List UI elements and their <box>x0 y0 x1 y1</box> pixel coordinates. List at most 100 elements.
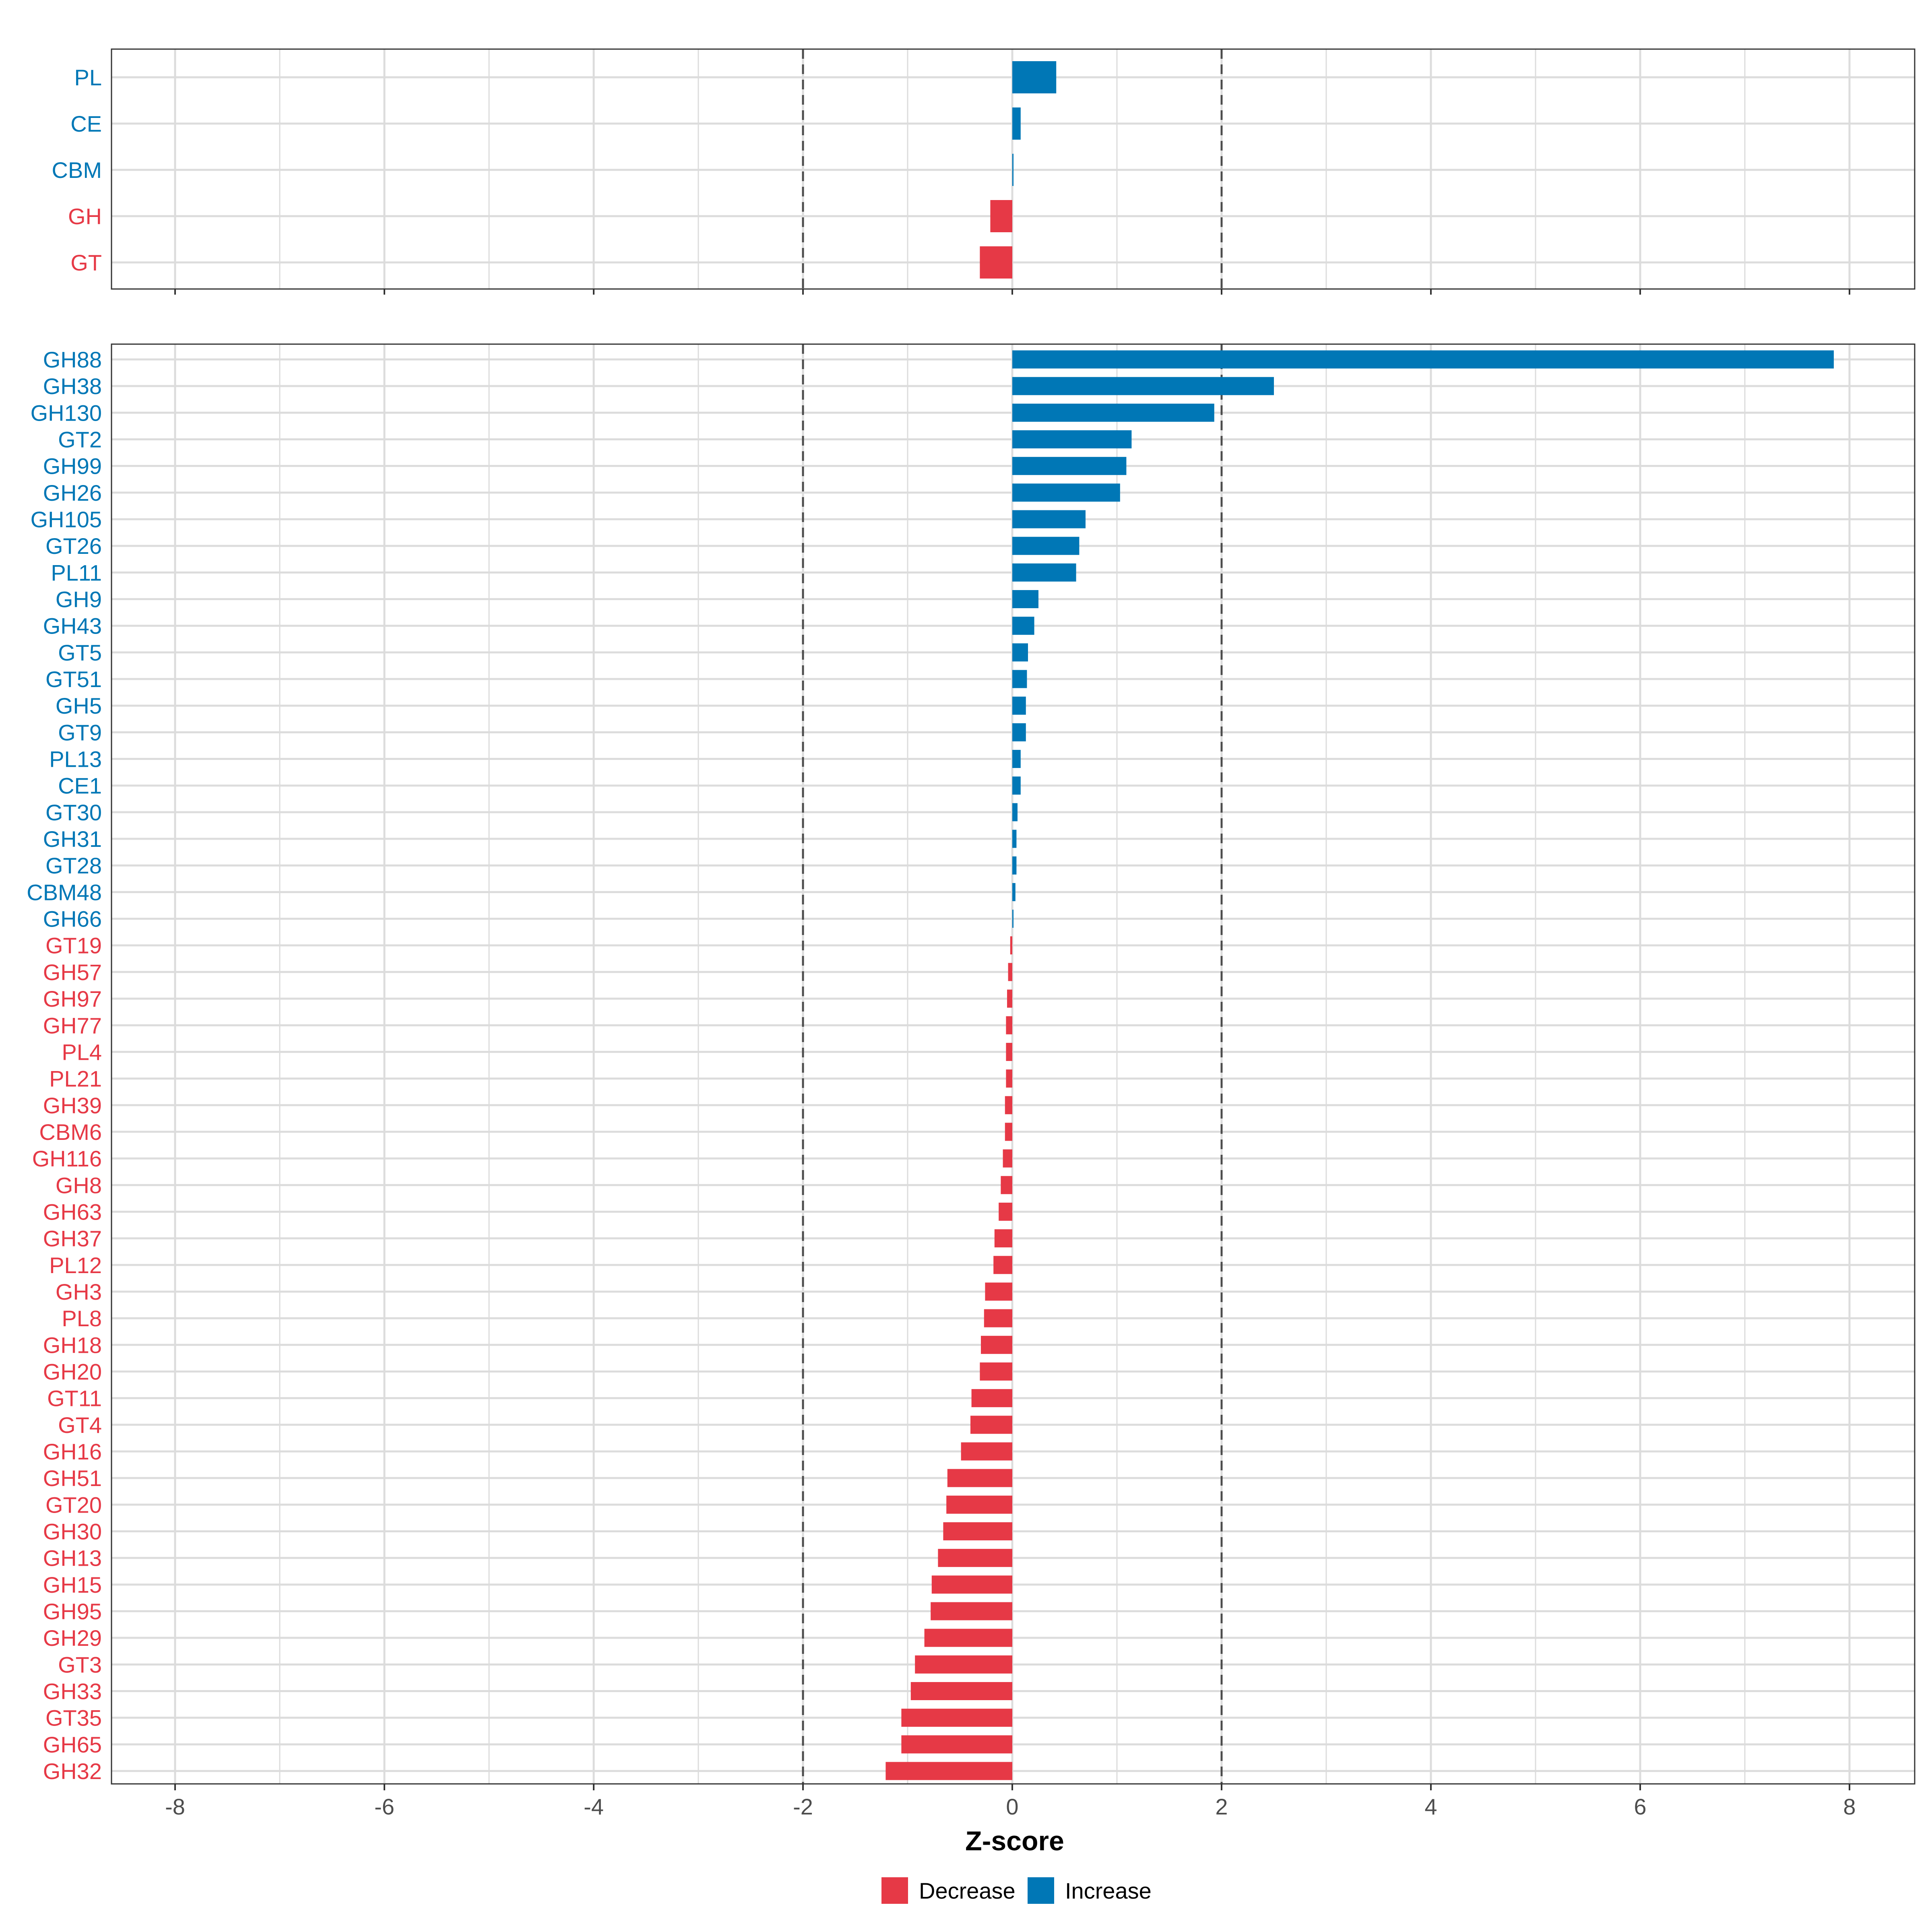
bar-gt <box>980 246 1012 279</box>
bar-gh43 <box>1012 617 1034 635</box>
bar-ce1 <box>1012 776 1021 795</box>
bar-gh99 <box>1012 457 1127 475</box>
bar-pl12 <box>993 1256 1012 1274</box>
bar-gh29 <box>924 1629 1012 1647</box>
category-label: PL <box>74 65 102 90</box>
x-tick-label: 8 <box>1843 1794 1856 1819</box>
bar-gh77 <box>1006 1016 1012 1034</box>
legend-label-decrease: Decrease <box>919 1878 1016 1903</box>
x-axis: -8 -6 -4 -2 0 2 4 6 8 <box>165 289 1856 1819</box>
bar-pl11 <box>1012 563 1076 582</box>
bar-pl13 <box>1012 750 1021 768</box>
bar-gh88 <box>1012 350 1834 369</box>
bar-gt26 <box>1012 537 1080 555</box>
bar-pl <box>1012 61 1057 93</box>
category-label: CBM <box>52 157 102 183</box>
category-label: GH18 <box>43 1332 102 1358</box>
bar-gt35 <box>901 1709 1012 1727</box>
category-label: PL11 <box>51 560 102 585</box>
category-label: GH38 <box>43 374 102 399</box>
bar-pl4 <box>1006 1042 1012 1061</box>
summary-panel: PL CE CBM GH GT <box>52 48 1915 290</box>
x-tick-label: -2 <box>793 1794 813 1819</box>
category-label: GH130 <box>31 400 102 425</box>
bar-gh51 <box>947 1469 1012 1487</box>
category-label: GH32 <box>43 1759 102 1784</box>
bar-gh66 <box>1012 910 1013 928</box>
bar-cbm <box>1012 154 1013 186</box>
bar-pl21 <box>1006 1069 1012 1088</box>
x-tick-label: -4 <box>584 1794 604 1819</box>
bar-gh95 <box>931 1602 1012 1620</box>
category-label: GH37 <box>43 1226 102 1251</box>
category-label: GT28 <box>45 853 102 878</box>
x-tick-label: 0 <box>1006 1794 1018 1819</box>
bar-gt3 <box>915 1655 1012 1674</box>
category-label: GH57 <box>43 960 102 985</box>
bar-gh20 <box>980 1362 1012 1381</box>
bar-gt51 <box>1012 670 1027 688</box>
category-label: GH <box>68 204 102 229</box>
bar-gh39 <box>1005 1096 1012 1115</box>
category-label: GT30 <box>45 800 102 825</box>
category-label: PL12 <box>49 1253 102 1278</box>
category-label: GT5 <box>58 640 102 665</box>
x-tick-label: 4 <box>1424 1794 1437 1819</box>
bar-gh130 <box>1012 403 1214 422</box>
category-label: GT3 <box>58 1652 102 1677</box>
bar-cbm48 <box>1012 883 1016 901</box>
bar-gt9 <box>1012 723 1026 741</box>
category-label: GT19 <box>45 933 102 958</box>
category-label: GH99 <box>43 454 102 479</box>
category-label: GH29 <box>43 1625 102 1651</box>
bar-gt19 <box>1010 936 1012 955</box>
category-label: GH30 <box>43 1519 102 1544</box>
bar-gt11 <box>971 1389 1012 1408</box>
category-label: GH8 <box>56 1172 102 1198</box>
bar-gt5 <box>1012 643 1028 662</box>
bar-gh97 <box>1007 989 1012 1008</box>
category-label: GH105 <box>31 507 102 532</box>
bar-gh33 <box>910 1682 1012 1700</box>
category-label: GT4 <box>58 1412 102 1438</box>
bar-gh9 <box>1012 590 1038 609</box>
bar-pl8 <box>984 1309 1012 1327</box>
category-label: GT51 <box>45 667 102 692</box>
bar-gt30 <box>1012 803 1018 822</box>
bar-gt20 <box>946 1495 1012 1514</box>
legend-key-increase <box>1028 1877 1054 1904</box>
bar-gh38 <box>1012 377 1274 395</box>
x-tick-label: 6 <box>1634 1794 1646 1819</box>
category-label: GH5 <box>56 693 102 718</box>
category-label: PL4 <box>62 1039 102 1065</box>
category-label: CBM48 <box>27 879 102 905</box>
bar-gt4 <box>970 1416 1012 1434</box>
category-label: GH20 <box>43 1359 102 1384</box>
bar-gh15 <box>931 1575 1012 1594</box>
bar-cbm6 <box>1005 1123 1012 1141</box>
category-label: GH39 <box>43 1093 102 1118</box>
category-label: GT20 <box>45 1492 102 1517</box>
bar-gh30 <box>943 1522 1012 1540</box>
legend: Decrease Increase <box>881 1877 1152 1904</box>
bar-gh3 <box>985 1282 1012 1301</box>
bar-gh57 <box>1008 963 1012 981</box>
category-label: GT9 <box>58 720 102 745</box>
category-label: GH51 <box>43 1466 102 1491</box>
category-label: GT35 <box>45 1705 102 1731</box>
category-label: GH15 <box>43 1572 102 1598</box>
category-label: GH31 <box>43 826 102 852</box>
category-label: GH16 <box>43 1439 102 1464</box>
bar-gh13 <box>938 1549 1012 1567</box>
family-panel: GH88GH38GH130GT2GH99GH26GH105GT26PL11GH9… <box>27 343 1915 1785</box>
bar-gh26 <box>1012 483 1120 502</box>
bar-gh31 <box>1012 830 1017 848</box>
bar-gh105 <box>1012 510 1086 528</box>
category-label: GH97 <box>43 986 102 1011</box>
category-label: GH66 <box>43 906 102 932</box>
category-label: GH43 <box>43 613 102 639</box>
bar-gt2 <box>1012 430 1132 449</box>
category-label: GH3 <box>56 1279 102 1305</box>
bar-ce <box>1012 107 1021 140</box>
x-tick-label: 2 <box>1215 1794 1228 1819</box>
